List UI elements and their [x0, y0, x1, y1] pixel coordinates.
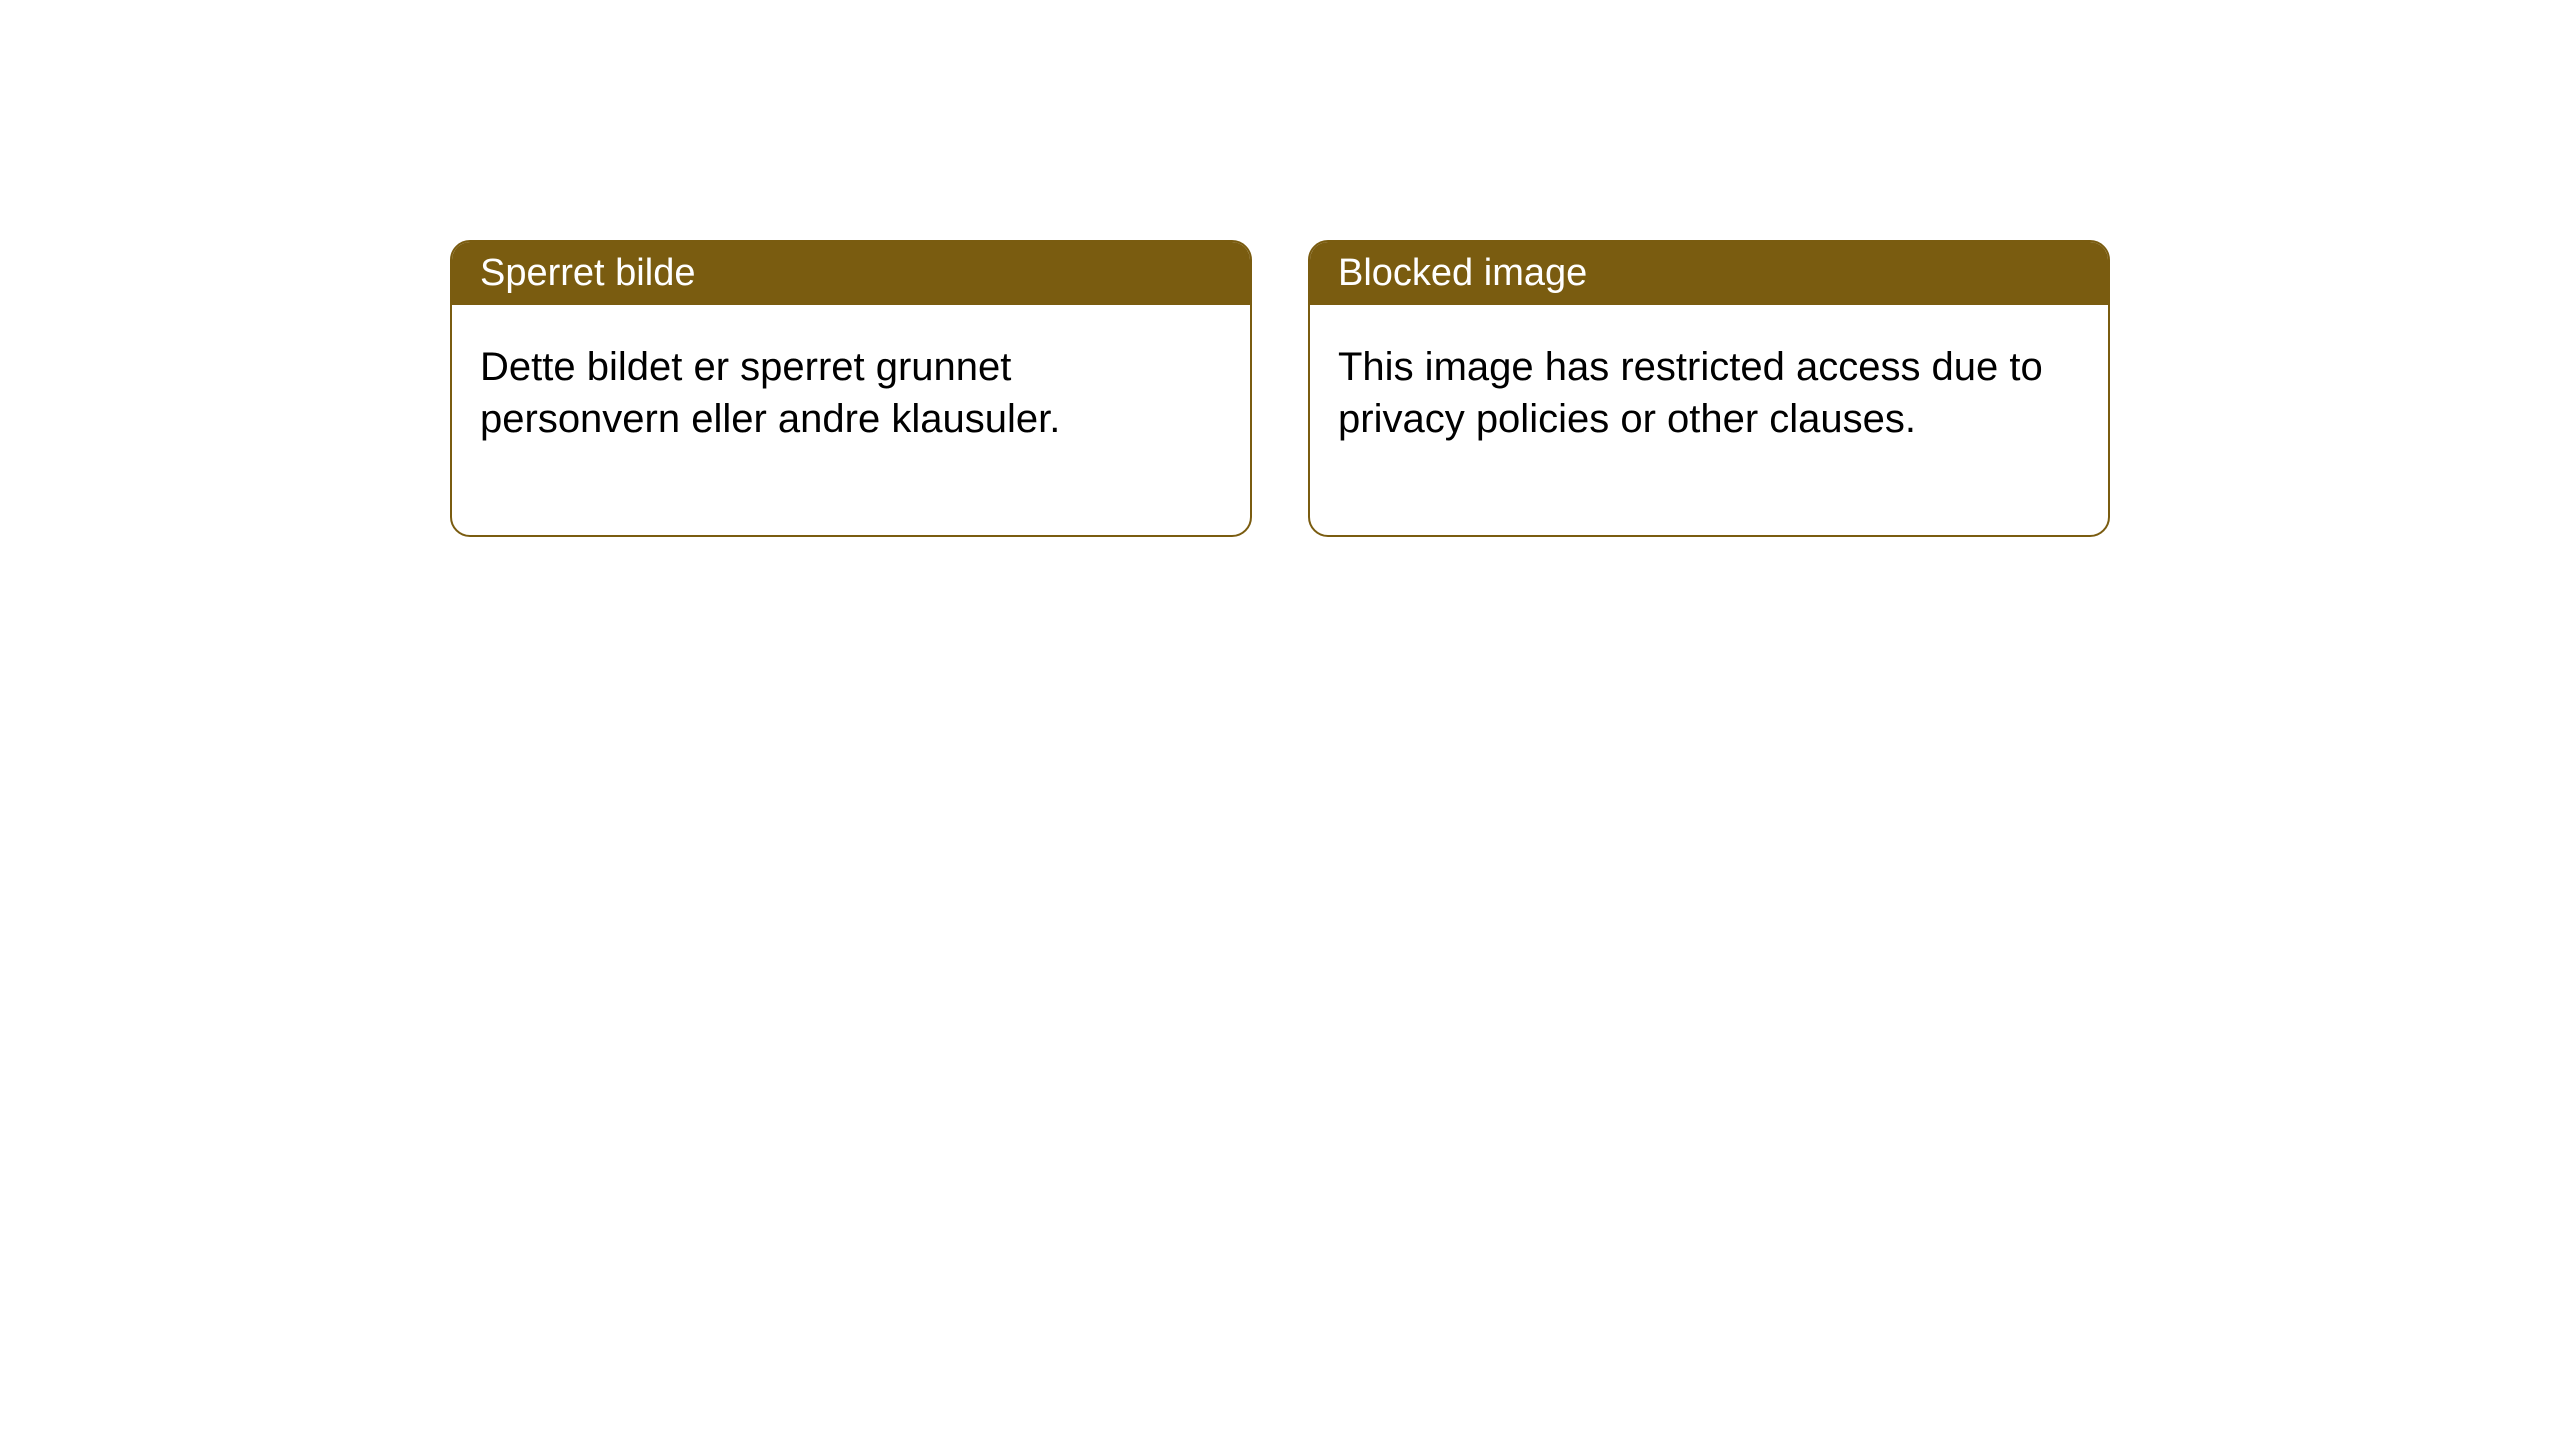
- notice-box-english: Blocked image This image has restricted …: [1308, 240, 2110, 537]
- notice-body-text: This image has restricted access due to …: [1338, 345, 2043, 441]
- notice-container: Sperret bilde Dette bildet er sperret gr…: [0, 0, 2560, 537]
- notice-box-norwegian: Sperret bilde Dette bildet er sperret gr…: [450, 240, 1252, 537]
- notice-body: This image has restricted access due to …: [1310, 305, 2108, 535]
- notice-title: Blocked image: [1338, 252, 1587, 294]
- notice-header: Sperret bilde: [452, 242, 1250, 305]
- notice-title: Sperret bilde: [480, 252, 695, 294]
- notice-body-text: Dette bildet er sperret grunnet personve…: [480, 345, 1060, 441]
- notice-body: Dette bildet er sperret grunnet personve…: [452, 305, 1250, 535]
- notice-header: Blocked image: [1310, 242, 2108, 305]
